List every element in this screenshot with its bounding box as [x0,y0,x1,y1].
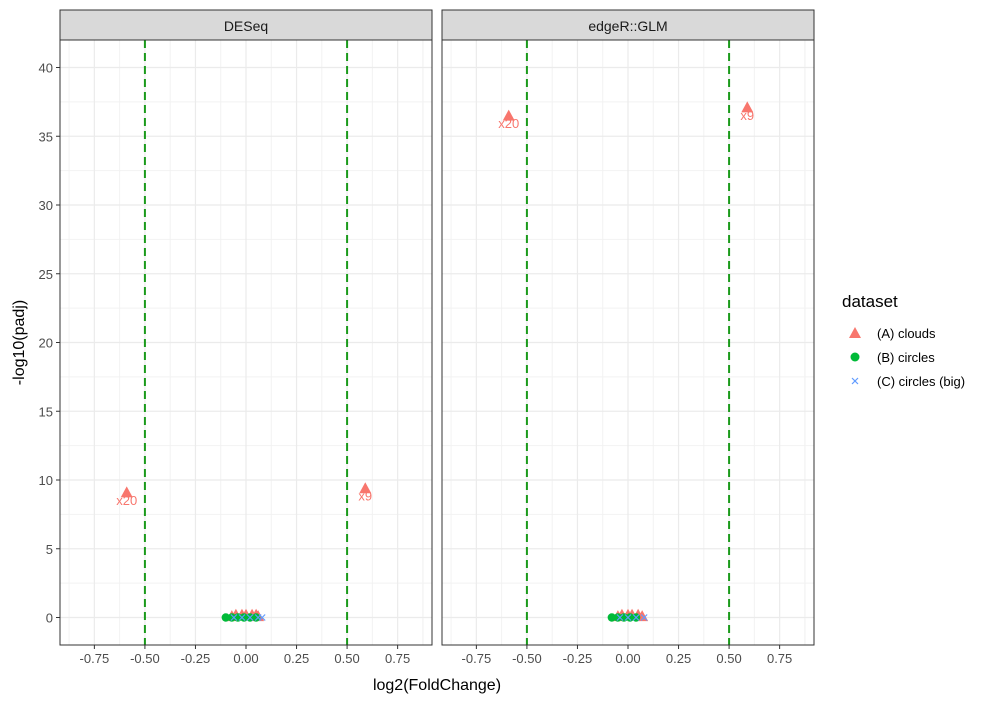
x-tick-label: 0.50 [334,651,359,666]
x-tick-label: 0.75 [767,651,792,666]
data-point-circles-big [624,614,632,621]
data-point-circles-big [258,614,266,621]
y-tick-label: 10 [39,473,53,488]
facet-strip-1 [441,9,815,41]
legend-label: (B) circles [877,350,935,365]
data-point-circles [625,613,635,622]
y-tick-label: 35 [39,129,53,144]
facet-title-0: DESeq [224,18,268,34]
data-point-circles [221,613,230,622]
point-label: x9 [358,489,372,504]
x-tick-label: 0.25 [666,651,691,666]
point-label: x20 [116,493,137,508]
x-tick-label: 0.00 [233,651,258,666]
data-point-circles [607,613,617,622]
x-tick-label: 0.00 [615,651,640,666]
data-point-clouds [120,486,133,498]
point-label: x20 [498,116,519,131]
x-tick-label: -0.25 [563,651,593,666]
data-point-circles-big [246,614,254,621]
data-point-clouds [502,109,515,121]
y-axis-title: -log10(padj) [11,300,28,385]
x-tick-label: -0.50 [512,651,542,666]
x-tick-label: 0.25 [284,651,309,666]
y-tick-label: 30 [39,198,53,213]
data-point-circles-big [616,614,624,621]
x-tick-label: -0.75 [462,651,492,666]
data-point-circles [251,613,261,622]
x-tick-label: -0.25 [181,651,211,666]
y-tick-label: 20 [39,336,53,351]
point-label: x9 [740,108,754,123]
y-tick-label: 25 [39,267,53,282]
legend-label: (C) circles (big) [877,374,965,389]
legend-key-circle [850,352,860,362]
legend-key-triangle [849,327,861,338]
data-point-circles-big [230,614,238,621]
data-point-circles-big [640,614,648,621]
y-tick-label: 0 [46,611,53,626]
data-point-circles [613,613,623,622]
legend-key-cross [851,377,859,385]
legend-title: dataset [842,292,898,311]
y-tick-label: 15 [39,404,53,419]
data-point-clouds [359,482,372,494]
y-tick-label: 5 [46,542,53,557]
data-point-circles-big [238,614,246,621]
data-point-clouds [741,101,754,113]
legend-label: (A) clouds [877,326,936,341]
x-tick-label: 0.50 [716,651,741,666]
x-tick-label: -0.50 [130,651,160,666]
y-tick-label: 40 [39,61,53,76]
data-point-circles [227,613,237,622]
facet-title-1: edgeR::GLM [588,18,667,34]
data-point-circles-big [632,614,640,621]
x-tick-label: -0.75 [80,651,110,666]
facet-strip-0 [59,9,433,41]
data-point-circles [239,613,249,622]
x-tick-label: 0.75 [385,651,410,666]
x-axis-title: log2(FoldChange) [373,677,501,694]
